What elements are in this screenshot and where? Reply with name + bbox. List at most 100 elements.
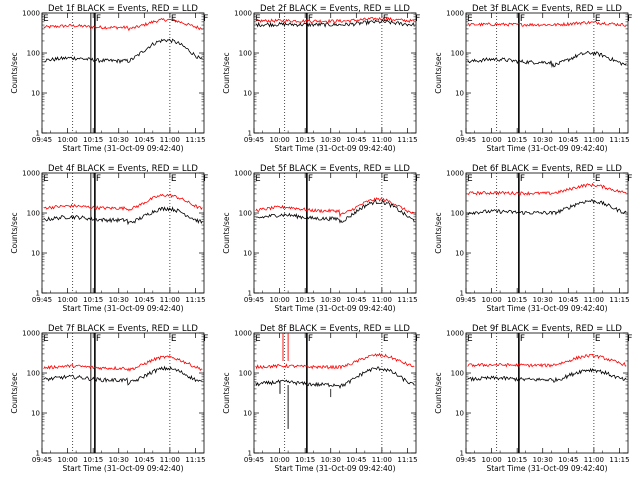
panel-title: Det 4f BLACK = Events, RED = LLD [48,164,198,174]
y-tick-label: 1000 [234,10,252,18]
x-axis-label: Start Time (31-Oct-09 09:42:40) [62,304,183,313]
panel-det-2: Det 2f BLACK = Events, RED = LLD 1 10 100 10… [222,4,420,153]
mode-flag: F [627,174,632,184]
panel-det-6: Det 6f BLACK = Events, RED = LLD 1 10 100 10… [434,164,632,313]
y-tick-label: 1000 [446,10,464,18]
x-tick-label: 11:00 [584,456,604,464]
mode-flag: E [595,334,601,344]
x-tick-label: 10:00 [269,136,289,144]
y-tick-label: 10 [31,90,40,98]
x-axis-label: Start Time (31-Oct-09 09:42:40) [274,304,395,313]
y-tick-label: 10 [455,250,464,258]
x-tick-label: 10:30 [533,296,553,304]
mode-flag: F [627,14,632,24]
y-axis-label: Counts/sec [222,372,231,413]
x-tick-label: 11:00 [160,456,180,464]
x-tick-label: 09:45 [32,136,52,144]
plot-frame [465,332,629,454]
x-tick-label: 11:15 [609,296,629,304]
plot-frame [465,12,629,134]
plot-frame [253,12,417,134]
y-tick-label: 10 [243,410,252,418]
y-tick-label: 100 [451,210,464,218]
x-tick-label: 09:45 [32,296,52,304]
lld-series-line [255,197,415,218]
y-tick-label: 100 [27,50,40,58]
x-tick-label: 10:15 [295,456,315,464]
mode-flag: F [520,14,525,24]
x-tick-label: 10:00 [481,456,501,464]
x-tick-label: 11:15 [397,456,417,464]
y-tick-label: 10 [243,90,252,98]
mode-flag: F [520,174,525,184]
panel-title: Det 2f BLACK = Events, RED = LLD [260,4,410,14]
lld-series-line [43,193,203,212]
x-tick-label: 11:15 [185,136,205,144]
y-tick-label: 1000 [446,170,464,178]
x-tick-label: 09:45 [244,136,264,144]
y-tick-label: 1000 [22,330,40,338]
x-tick-label: 09:45 [32,456,52,464]
plot-frame [41,12,205,134]
x-tick-label: 11:00 [372,296,392,304]
mode-flag: F [627,334,632,344]
x-tick-label: 10:15 [295,136,315,144]
x-tick-label: 10:45 [558,296,578,304]
y-axis-label: Counts/sec [222,52,231,93]
x-tick-label: 10:45 [134,456,154,464]
events-series-line [255,199,415,224]
y-tick-label: 1000 [234,330,252,338]
events-series-line [467,367,627,383]
mode-flag: F [203,174,208,184]
y-tick-label: 10 [455,410,464,418]
y-tick-label: 10 [31,410,40,418]
y-tick-label: 10 [455,90,464,98]
y-tick-label: 100 [451,370,464,378]
mode-flag: E [171,174,177,184]
mode-flag: E [383,174,389,184]
lld-series-line [467,20,627,27]
mode-flag: E [467,174,473,184]
y-tick-label: 100 [239,370,252,378]
x-tick-label: 10:15 [507,296,527,304]
x-axis-label: Start Time (31-Oct-09 09:42:40) [62,464,183,473]
x-tick-label: 10:45 [346,136,366,144]
mode-flag: F [415,14,420,24]
mode-flag: F [203,334,208,344]
mode-flag: F [96,334,101,344]
y-tick-label: 1 [248,130,252,138]
panel-det-4: Det 4f BLACK = Events, RED = LLD 1 10 100 10… [10,164,208,313]
x-tick-label: 10:45 [346,456,366,464]
plot-frame [41,332,205,454]
y-tick-label: 1 [460,130,464,138]
mode-flag: F [308,174,313,184]
x-tick-label: 10:45 [558,136,578,144]
mode-flag: E [467,14,473,24]
x-tick-label: 10:00 [269,296,289,304]
x-tick-label: 11:00 [584,296,604,304]
mode-flag: E [255,14,261,24]
y-axis-label: Counts/sec [434,212,443,253]
x-tick-label: 10:45 [346,296,366,304]
events-series-line [467,199,627,216]
y-tick-label: 1000 [234,170,252,178]
panel-title: Det 7f BLACK = Events, RED = LLD [48,324,198,334]
panel-det-9: Det 9f BLACK = Events, RED = LLD 1 10 100 10… [434,324,632,473]
y-tick-label: 1 [248,290,252,298]
mode-flag: F [415,174,420,184]
events-series-line [467,50,627,68]
x-tick-label: 10:30 [321,296,341,304]
x-tick-label: 10:00 [269,456,289,464]
x-tick-label: 09:45 [456,296,476,304]
mode-flag: F [203,14,208,24]
x-tick-label: 10:00 [57,456,77,464]
lld-series-line [43,355,203,372]
lld-series-line [467,353,627,368]
y-tick-label: 100 [239,50,252,58]
x-tick-label: 09:45 [244,456,264,464]
plot-frame [41,172,205,294]
mode-flag: E [43,14,49,24]
plot-frame [465,172,629,294]
x-tick-label: 10:30 [533,456,553,464]
y-tick-label: 1 [36,290,40,298]
